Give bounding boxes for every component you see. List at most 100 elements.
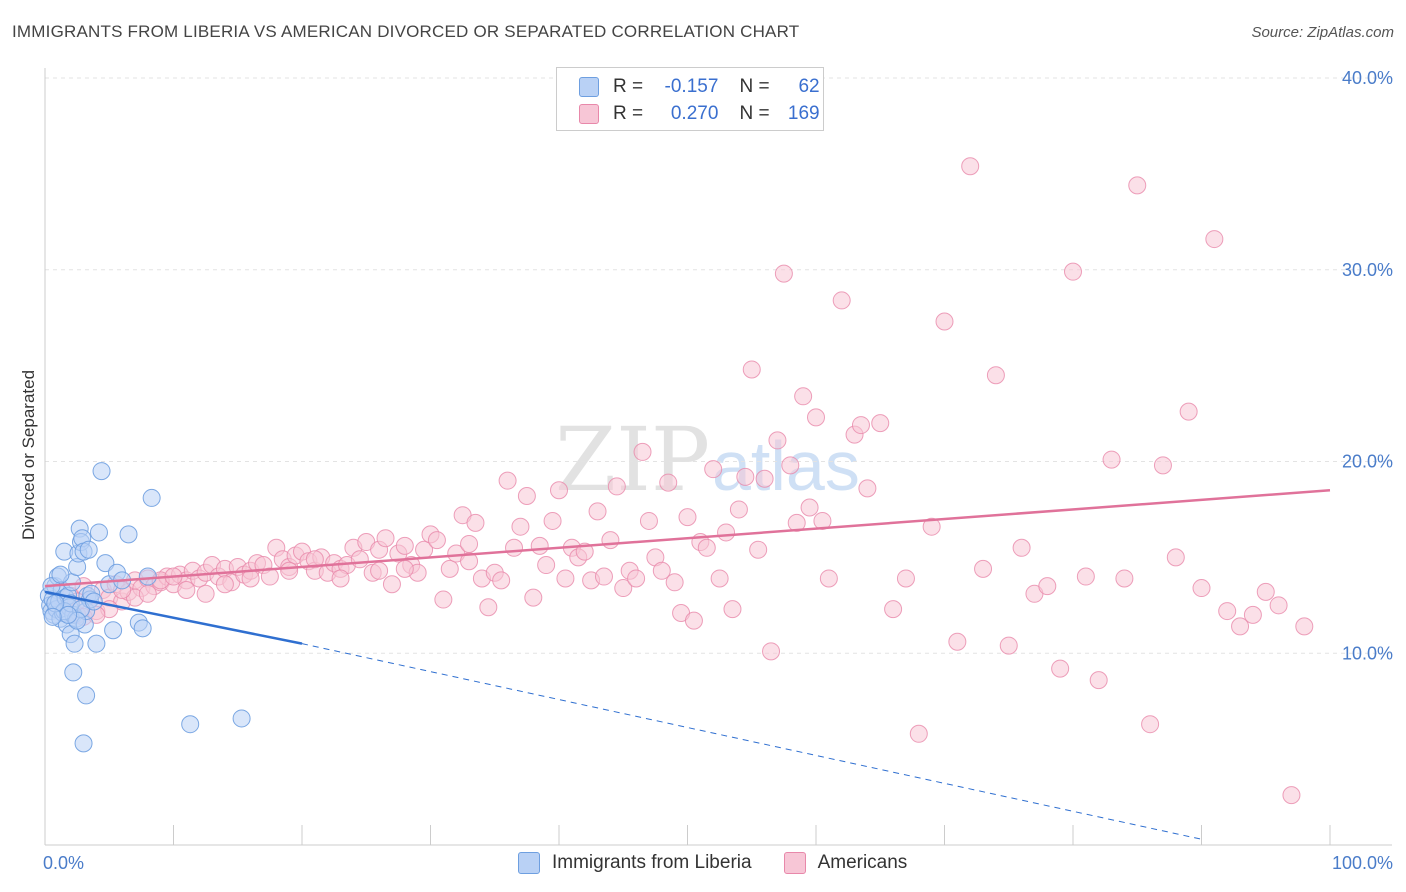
americans-point xyxy=(851,416,870,435)
americans-point xyxy=(1295,617,1314,636)
americans-point xyxy=(819,569,838,588)
americans-point xyxy=(974,559,993,578)
americans-point xyxy=(177,580,196,599)
liberia-point xyxy=(133,619,152,638)
americans-point xyxy=(280,561,299,580)
legend-label-liberia: Immigrants from Liberia xyxy=(552,852,752,873)
americans-point xyxy=(633,442,652,461)
americans-point xyxy=(543,511,562,530)
americans-point xyxy=(781,456,800,475)
chart-title: IMMIGRANTS FROM LIBERIA VS AMERICAN DIVO… xyxy=(12,22,800,41)
americans-point xyxy=(1115,569,1134,588)
americans-point xyxy=(871,414,890,433)
americans-point xyxy=(684,611,703,630)
americans-point xyxy=(1166,548,1185,567)
americans-point xyxy=(260,567,279,586)
y-tick-label: 30.0% xyxy=(1342,260,1393,280)
americans-point xyxy=(460,534,479,553)
americans-point xyxy=(530,536,549,555)
americans-point xyxy=(717,523,736,542)
americans-point xyxy=(537,556,556,575)
legend-n-value: 169 xyxy=(787,103,820,124)
americans-point xyxy=(305,550,324,569)
americans-point xyxy=(813,511,832,530)
americans-trend-line xyxy=(44,489,1331,588)
watermark-zip: ZIP xyxy=(555,408,710,511)
legend-swatch-pink xyxy=(783,852,806,874)
liberia-point xyxy=(89,523,108,542)
americans-point xyxy=(517,487,536,506)
legend-swatch-pink xyxy=(579,104,599,124)
americans-point xyxy=(1179,402,1198,421)
americans-point xyxy=(395,559,414,578)
liberia-point xyxy=(92,462,111,481)
legend-swatch-blue xyxy=(579,77,599,97)
americans-point xyxy=(858,479,877,498)
americans-point xyxy=(196,584,215,603)
americans-point xyxy=(1128,176,1147,195)
axes xyxy=(44,68,1392,846)
liberia-point xyxy=(64,663,83,682)
americans-point xyxy=(395,536,414,555)
legend-r-label: R = xyxy=(613,76,644,97)
trend-lines xyxy=(44,489,1331,840)
source-label: Source: ZipAtlas.com xyxy=(1251,24,1394,41)
americans-point xyxy=(896,569,915,588)
americans-point xyxy=(787,513,806,532)
liberia-point xyxy=(59,605,78,624)
americans-point xyxy=(710,569,729,588)
americans-point xyxy=(607,477,626,496)
americans-point xyxy=(1153,456,1172,475)
legend-row-liberia: R = -0.157 N = 62 xyxy=(579,75,820,99)
americans-point xyxy=(588,502,607,521)
americans-point xyxy=(376,529,395,548)
americans-point xyxy=(729,500,748,519)
liberia-point xyxy=(104,621,123,640)
liberia-point xyxy=(119,525,138,544)
x-tick-label: 100.0% xyxy=(1332,853,1393,873)
liberia-trend-line xyxy=(44,590,303,645)
americans-point xyxy=(492,571,511,590)
americans-point xyxy=(1256,582,1275,601)
americans-point xyxy=(774,264,793,283)
legend-row-americans: R = 0.270 N = 169 xyxy=(579,102,820,126)
americans-point xyxy=(440,559,459,578)
legend-item-liberia: Immigrants from Liberia xyxy=(518,852,752,874)
legend-n-label: N = xyxy=(739,76,770,97)
americans-point xyxy=(935,312,954,331)
legend-item-americans: Americans xyxy=(783,852,908,874)
x-tick-labels: 0.0% 100.0% xyxy=(43,853,1393,873)
liberia-point xyxy=(232,709,251,728)
americans-point xyxy=(1141,715,1160,734)
americans-point xyxy=(614,579,633,598)
legend-label-americans: Americans xyxy=(817,852,908,873)
y-axis-label: Divorced or Separated xyxy=(19,370,38,540)
series-legend: Immigrants from Liberia Americans xyxy=(518,852,939,874)
americans-point xyxy=(961,157,980,176)
americans-point xyxy=(832,291,851,310)
liberia-point xyxy=(138,567,157,586)
americans-point xyxy=(1218,602,1237,621)
americans-point xyxy=(1282,786,1301,805)
americans-point xyxy=(466,513,485,532)
legend-r-value: 0.270 xyxy=(670,103,719,124)
americans-point xyxy=(505,538,524,557)
liberia-point xyxy=(181,715,200,734)
americans-point xyxy=(1051,659,1070,678)
americans-point xyxy=(627,569,646,588)
americans-point xyxy=(434,590,453,609)
liberia-point xyxy=(87,634,106,653)
americans-point xyxy=(1205,230,1224,249)
americans-point xyxy=(550,481,568,500)
americans-point xyxy=(1269,596,1288,615)
americans-point xyxy=(382,575,401,594)
liberia-point xyxy=(77,686,96,705)
liberia-point xyxy=(74,734,93,753)
americans-point xyxy=(909,724,928,743)
americans-point xyxy=(138,584,157,603)
americans-point xyxy=(498,471,517,490)
americans-point xyxy=(948,632,967,651)
americans-point xyxy=(331,569,350,588)
stats-legend: R = -0.157 N = 62 R = 0.270 N = 169 xyxy=(556,67,824,131)
